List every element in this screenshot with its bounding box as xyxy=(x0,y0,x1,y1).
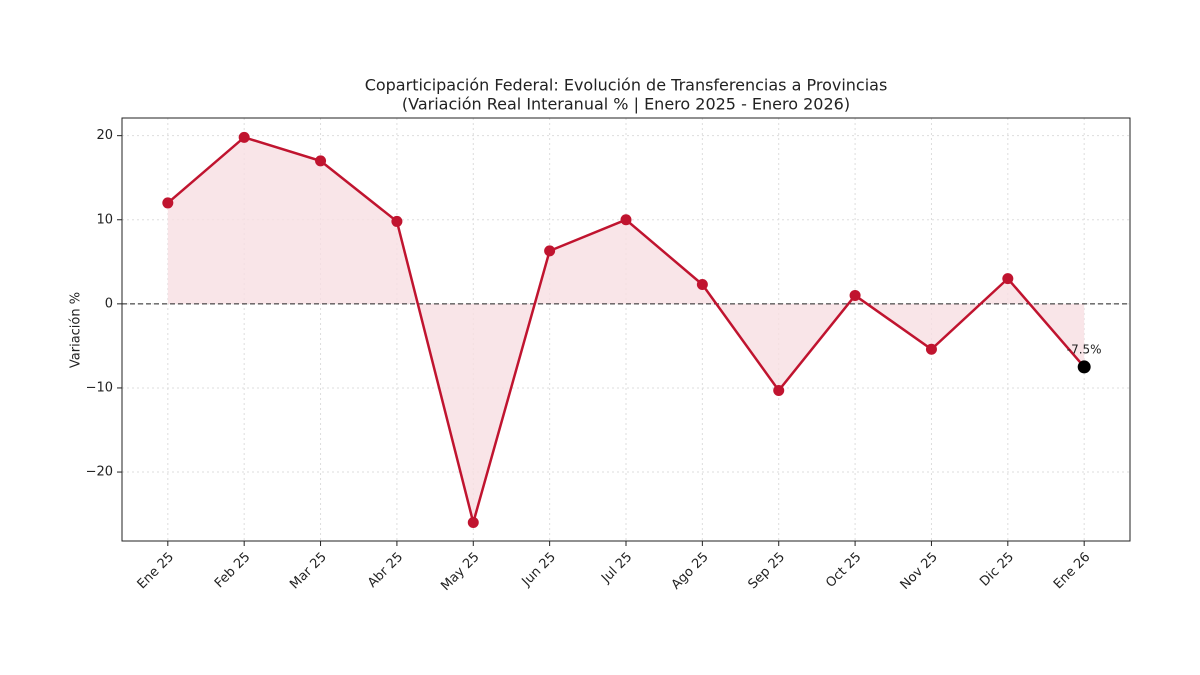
data-label: -7.5% xyxy=(1067,342,1102,356)
x-tick-label: Jul 25 xyxy=(598,550,635,587)
point xyxy=(849,289,861,301)
y-tick-label: −20 xyxy=(86,465,113,480)
y-tick-label: −10 xyxy=(86,380,113,395)
x-tick-label: Mar 25 xyxy=(287,550,330,593)
plot-frame xyxy=(121,117,1131,542)
x-tick-label: Jun 25 xyxy=(519,550,559,590)
point xyxy=(773,384,785,396)
x-tick-label: Feb 25 xyxy=(212,550,254,592)
point xyxy=(544,245,556,257)
x-tick-label: Nov 25 xyxy=(898,550,941,593)
x-tick-label: Sep 25 xyxy=(745,550,788,593)
y-tick-label: 10 xyxy=(96,212,113,227)
x-tick-label: Oct 25 xyxy=(823,550,864,591)
point xyxy=(696,279,708,291)
point xyxy=(315,155,327,167)
x-tick-label: Ago 25 xyxy=(669,550,712,593)
point xyxy=(1002,273,1014,285)
point xyxy=(238,131,250,143)
y-tick-label: 0 xyxy=(105,296,113,311)
area-fill xyxy=(167,137,1085,523)
y-axis-label: Variación % xyxy=(69,292,84,368)
x-tick-label: May 25 xyxy=(438,550,482,594)
x-tick-label: Dic 25 xyxy=(977,550,1017,590)
y-tick-label: 20 xyxy=(96,128,113,143)
point xyxy=(467,516,479,528)
point xyxy=(925,343,937,355)
point xyxy=(162,197,174,209)
x-tick-label: Abr 25 xyxy=(365,550,406,591)
x-tick-label: Ene 26 xyxy=(1051,550,1094,593)
highlight-point xyxy=(1077,360,1091,374)
point xyxy=(620,214,632,226)
chart-title: Coparticipación Federal: Evolución de Tr… xyxy=(365,76,888,95)
point xyxy=(391,215,403,227)
chart-subtitle: (Variación Real Interanual % | Enero 202… xyxy=(402,95,850,114)
x-tick-label: Ene 25 xyxy=(135,550,178,593)
